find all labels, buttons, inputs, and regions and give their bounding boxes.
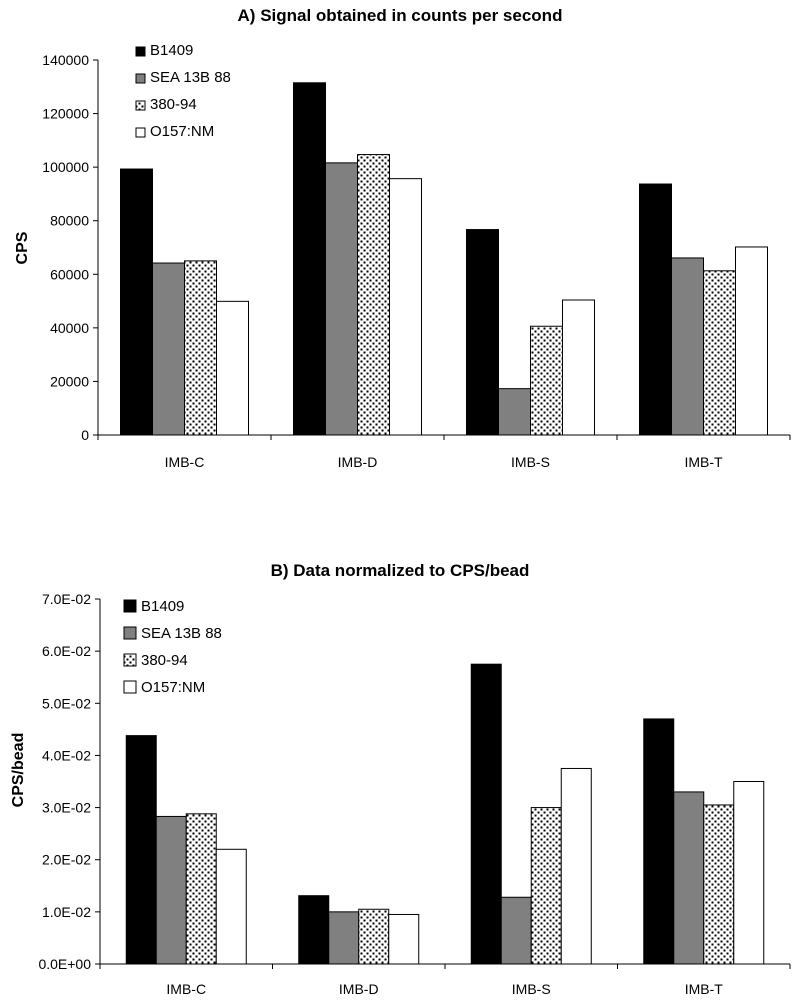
y-axis-label: CPS/bead [10,733,27,808]
bar-white [388,913,420,965]
y-tick-label: 7.0E-02 [42,591,91,607]
legend-label: O157:NM [150,123,214,140]
bar-dotted [530,807,562,965]
bar-solid-black [466,229,499,436]
bar-solid-black [470,663,502,965]
legend-label: SEA 13B 88 [150,69,231,86]
chart-b: B) Data normalized to CPS/bead CPS/bead … [0,550,806,1000]
bar-dotted [703,270,736,436]
y-tick-label: 1.0E-02 [42,904,91,920]
bar-solid-gray [671,257,704,436]
bar-white [389,178,422,436]
x-category-label: IMB-D [338,454,378,470]
y-tick-label: 60000 [50,266,89,282]
bar-white [733,781,765,965]
bar-solid-black [639,183,672,436]
legend-swatch [135,100,146,111]
chart-b-svg: B) Data normalized to CPS/bead CPS/bead … [10,561,791,997]
bar-dotted [703,804,735,965]
y-tick-label: 120000 [42,106,89,122]
chart-a: A) Signal obtained in counts per second … [0,0,806,490]
legend-swatch [135,46,146,57]
y-tick-label: 4.0E-02 [42,747,91,763]
x-category-label: IMB-C [165,454,205,470]
legend-swatch [123,680,137,694]
y-tick-label: 6.0E-02 [42,643,91,659]
bar-solid-black [298,895,330,965]
bar-dotted [184,260,217,436]
y-tick-label: 40000 [50,320,89,336]
bar-white [215,848,247,965]
bar-solid-black [293,82,326,436]
y-tick-label: 2.0E-02 [42,852,91,868]
legend-swatch [135,73,146,84]
bar-solid-black [643,718,675,965]
legend-label: B1409 [141,598,184,615]
bar-dotted [185,813,217,965]
legend-swatch [135,127,146,138]
y-tick-label: 0.0E+00 [38,956,91,972]
legend-swatch [123,599,137,613]
legend-label: 380-94 [150,96,197,113]
bar-solid-gray [325,162,358,436]
bar-dotted [357,154,390,436]
chart-title: A) Signal obtained in counts per second [238,6,563,25]
legend-swatch [123,626,137,640]
bar-solid-gray [328,911,360,965]
y-tick-label: 5.0E-02 [42,695,91,711]
bar-solid-black [125,735,157,965]
y-tick-label: 100000 [42,159,89,175]
bar-solid-gray [673,791,705,965]
legend-label: SEA 13B 88 [141,625,222,642]
chart-a-svg: A) Signal obtained in counts per second … [14,6,791,470]
bar-white [216,300,249,436]
bar-white [562,299,595,436]
bar-white [735,246,768,436]
bar-solid-gray [152,262,185,436]
legend-swatch [123,653,137,667]
x-category-label: IMB-T [685,981,724,997]
legend-label: 380-94 [141,652,188,669]
y-tick-label: 20000 [50,373,89,389]
bar-white [560,767,592,965]
bar-solid-gray [498,388,531,436]
legend-label: O157:NM [141,679,205,696]
x-category-label: IMB-D [339,981,379,997]
x-category-label: IMB-S [511,454,550,470]
x-category-label: IMB-C [166,981,206,997]
bar-solid-gray [155,815,187,965]
legend-label: B1409 [150,42,193,59]
y-tick-label: 0 [81,427,89,443]
y-tick-label: 80000 [50,213,89,229]
y-axis-label: CPS [14,231,31,264]
bar-dotted [530,325,563,436]
x-category-label: IMB-T [684,454,723,470]
bar-dotted [358,908,390,965]
x-category-label: IMB-S [512,981,551,997]
bar-solid-black [120,168,153,436]
y-tick-label: 3.0E-02 [42,800,91,816]
bar-solid-gray [500,896,532,965]
y-tick-label: 140000 [42,52,89,68]
chart-title: B) Data normalized to CPS/bead [271,561,530,580]
